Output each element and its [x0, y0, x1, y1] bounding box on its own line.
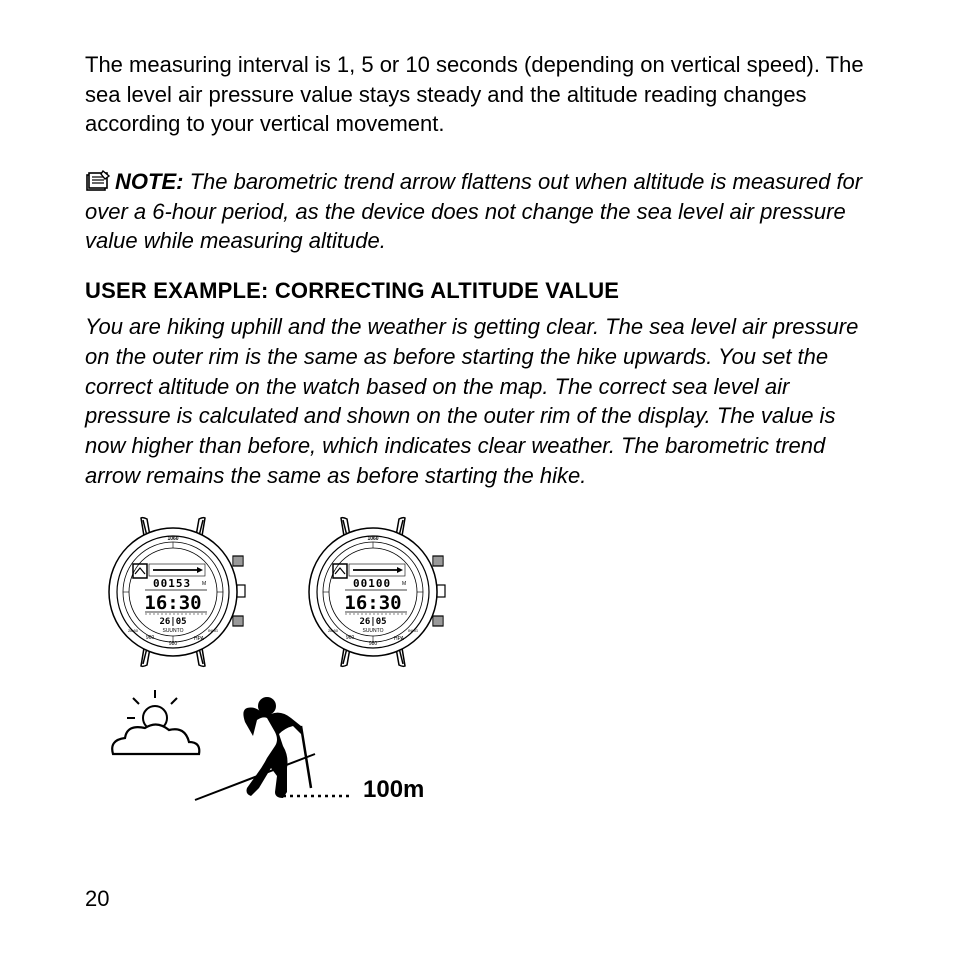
svg-text:M: M	[402, 581, 406, 587]
note-text: The barometric trend arrow flattens out …	[85, 169, 862, 253]
svg-text:26|05: 26|05	[359, 617, 386, 627]
svg-text:SUUNTO: SUUNTO	[362, 628, 383, 634]
svg-text:HPA: HPA	[394, 636, 405, 642]
svg-text:16:30: 16:30	[144, 592, 201, 614]
svg-text:HPA: HPA	[194, 636, 205, 642]
figure-area: 1060 960 980 HPA 28.60 INHG 00153 M 16:3…	[95, 514, 869, 806]
svg-text:SUUNTO: SUUNTO	[162, 628, 183, 634]
note-icon	[85, 170, 111, 192]
svg-text:INHG: INHG	[208, 628, 218, 633]
svg-text:1060: 1060	[367, 536, 378, 542]
svg-text:28.60: 28.60	[328, 628, 339, 633]
hiker-distance-label: 100m	[363, 776, 424, 806]
hiker-illustration	[95, 676, 355, 806]
svg-text:00153: 00153	[153, 577, 191, 590]
svg-text:00100: 00100	[353, 577, 391, 590]
svg-text:980: 980	[169, 641, 178, 647]
svg-text:960: 960	[346, 635, 355, 641]
page-number: 20	[85, 886, 109, 912]
svg-text:M: M	[202, 581, 206, 587]
example-heading: USER EXAMPLE: CORRECTING ALTITUDE VALUE	[85, 278, 869, 304]
watch-illustration-1: 1060 960 980 HPA 28.60 INHG 00153 M 16:3…	[95, 514, 255, 670]
svg-text:26|05: 26|05	[159, 617, 186, 627]
svg-text:960: 960	[146, 635, 155, 641]
hiker-row: 100m	[95, 676, 869, 806]
svg-text:980: 980	[369, 641, 378, 647]
watch-illustration-2: 1060 960 980 HPA 28.60 INHG 00100 M 16:3…	[295, 514, 455, 670]
svg-text:28.60: 28.60	[128, 628, 139, 633]
watch-row: 1060 960 980 HPA 28.60 INHG 00153 M 16:3…	[95, 514, 869, 670]
note-label: NOTE:	[115, 169, 183, 194]
svg-text:INHG: INHG	[408, 628, 418, 633]
note-block: NOTE: The barometric trend arrow flatten…	[85, 167, 869, 256]
svg-text:16:30: 16:30	[344, 592, 401, 614]
intro-paragraph: The measuring interval is 1, 5 or 10 sec…	[85, 50, 869, 139]
svg-text:1060: 1060	[167, 536, 178, 542]
example-body: You are hiking uphill and the weather is…	[85, 312, 869, 490]
